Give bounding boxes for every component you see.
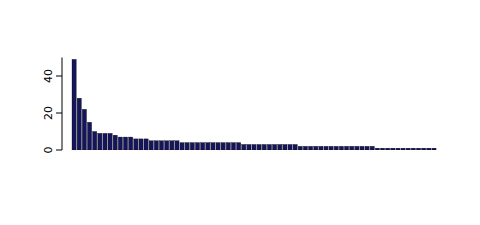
bar (216, 143, 220, 150)
bar (98, 133, 102, 150)
bar (293, 144, 297, 150)
bar (339, 146, 343, 150)
bar (329, 146, 333, 150)
bar (334, 146, 338, 150)
bar (416, 148, 420, 150)
bar (298, 146, 302, 150)
bar (123, 137, 127, 150)
bar (303, 146, 307, 150)
bar (206, 143, 210, 150)
bar (159, 141, 163, 150)
bar (262, 144, 266, 150)
bar (190, 143, 194, 150)
bar (113, 135, 117, 150)
bar (72, 59, 76, 150)
bar (375, 148, 379, 150)
bar (360, 146, 364, 150)
bar (211, 143, 215, 150)
bar (226, 143, 230, 150)
bar (118, 137, 122, 150)
bar (427, 148, 431, 150)
y-tick (56, 76, 62, 77)
bar (154, 141, 158, 150)
bar (324, 146, 328, 150)
bar (391, 148, 395, 150)
bar (396, 148, 400, 150)
bar (134, 139, 138, 150)
bar (401, 148, 405, 150)
y-tick (56, 150, 62, 151)
bar (247, 144, 251, 150)
bar (108, 133, 112, 150)
bar (406, 148, 410, 150)
y-tick (56, 113, 62, 114)
bar (283, 144, 287, 150)
bar (185, 143, 189, 150)
chart: 0 20 40 (0, 0, 480, 225)
bar (149, 141, 153, 150)
bar (319, 146, 323, 150)
y-tick-label: 0 (42, 147, 55, 154)
bar (82, 109, 86, 150)
bar (139, 139, 143, 150)
bar (77, 98, 81, 150)
bar (144, 139, 148, 150)
bar (103, 133, 107, 150)
bar (170, 141, 174, 150)
bar (432, 148, 436, 150)
bar (308, 146, 312, 150)
bar (252, 144, 256, 150)
bar (314, 146, 318, 150)
bar (195, 143, 199, 150)
bar (93, 132, 97, 151)
bar (288, 144, 292, 150)
bar (370, 146, 374, 150)
bars (72, 59, 436, 150)
bar (231, 143, 235, 150)
bar (380, 148, 384, 150)
bar (365, 146, 369, 150)
bar (129, 137, 133, 150)
bar (272, 144, 276, 150)
bar (180, 143, 184, 150)
bar (175, 141, 179, 150)
y-tick-label: 40 (42, 69, 55, 83)
bar (237, 143, 241, 150)
bar (344, 146, 348, 150)
bar (221, 143, 225, 150)
bar (278, 144, 282, 150)
bar (355, 146, 359, 150)
bar (350, 146, 354, 150)
bar (201, 143, 205, 150)
bar (267, 144, 271, 150)
bar (242, 144, 246, 150)
bar (422, 148, 426, 150)
y-axis-line (62, 58, 63, 151)
bar (386, 148, 390, 150)
bar (257, 144, 261, 150)
bar (165, 141, 169, 150)
y-tick-label: 20 (42, 106, 55, 120)
bar (411, 148, 415, 150)
bar (87, 122, 91, 150)
